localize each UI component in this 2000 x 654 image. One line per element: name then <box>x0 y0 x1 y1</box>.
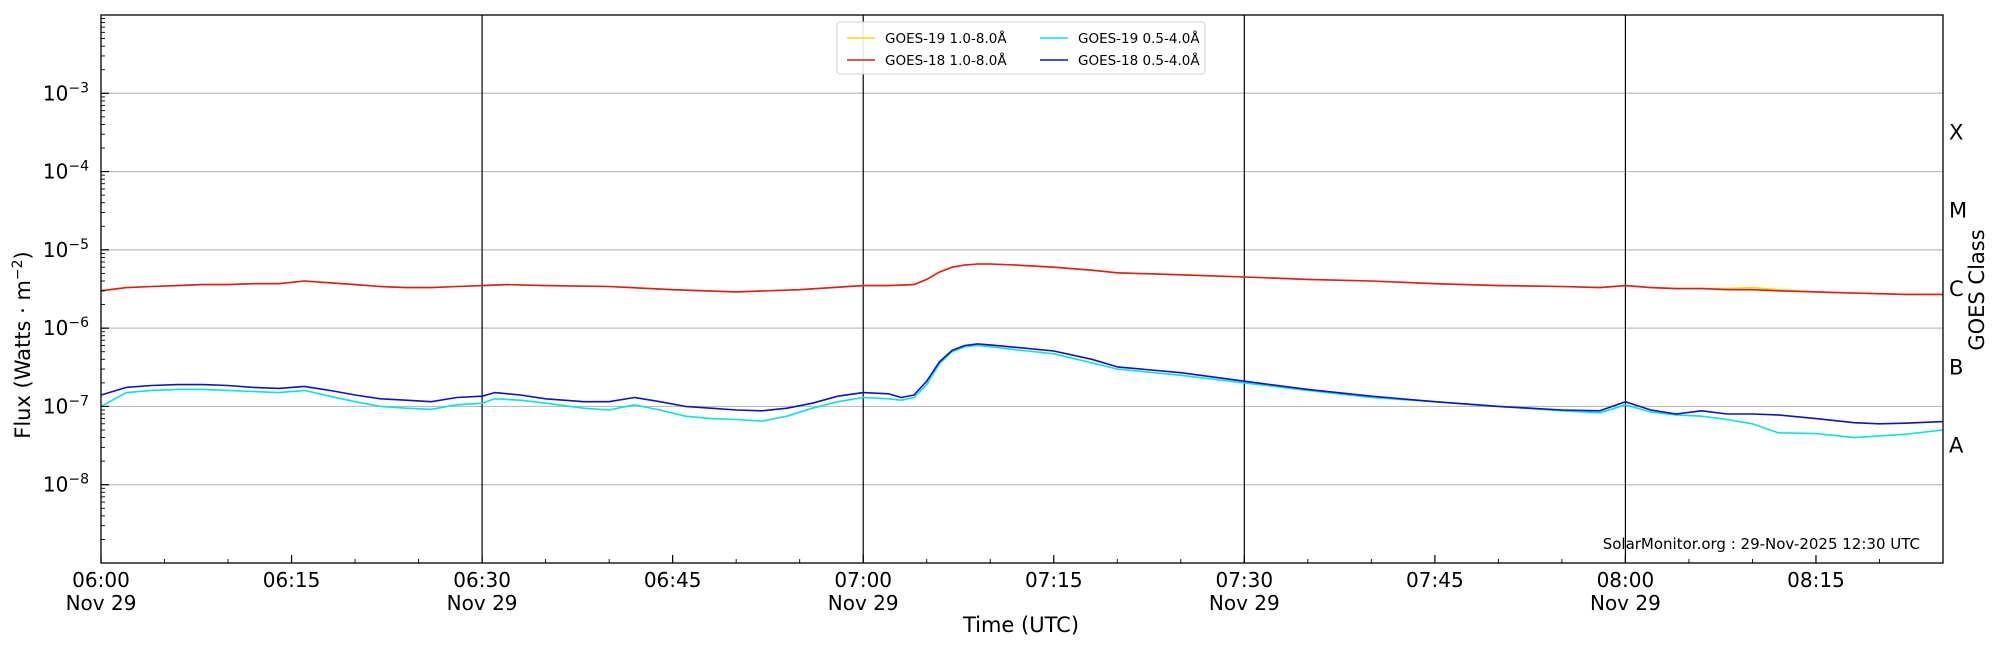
x-tick-label: 06:00 <box>72 568 130 592</box>
x-tick-label: 07:45 <box>1406 568 1464 592</box>
vertical-lines-layer <box>481 15 1627 563</box>
x-tick-label: 07:30 <box>1215 568 1273 592</box>
series-line-1 <box>100 263 1943 296</box>
x-tick-label: 08:15 <box>1787 568 1845 592</box>
x-tick-date-label: Nov 29 <box>447 591 518 615</box>
x-tick-date-label: Nov 29 <box>1590 591 1661 615</box>
y-tick-label: 10−5 <box>43 237 89 262</box>
y-tick-label: 10−8 <box>43 472 89 497</box>
grid-layer <box>101 92 1943 486</box>
goes-class-label: A <box>1949 434 1964 458</box>
legend-entry-label: GOES-19 1.0-8.0Å <box>885 30 1007 47</box>
y-tick-label: 10−3 <box>43 80 89 105</box>
legend-entry-label: GOES-19 0.5-4.0Å <box>1078 30 1200 47</box>
footer-credit: SolarMonitor.org : 29-Nov-2025 12:30 UTC <box>1603 535 1920 553</box>
goes-class-axis-title: GOES Class <box>1965 229 1989 350</box>
x-tick-label: 06:15 <box>263 568 321 592</box>
x-tick-label: 06:45 <box>644 568 702 592</box>
y-tick-label: 10−6 <box>43 315 89 340</box>
legend-entry-label: GOES-18 0.5-4.0Å <box>1078 52 1200 69</box>
series-layer <box>100 263 1944 439</box>
series-line-2 <box>100 263 1943 296</box>
goes-class-label: B <box>1949 355 1963 379</box>
x-axis-title: Time (UTC) <box>962 613 1079 637</box>
legend-box <box>836 21 1206 75</box>
x-tick-label: 06:30 <box>453 568 511 592</box>
series-line-4 <box>100 343 1944 425</box>
series-line-3 <box>100 344 1944 439</box>
y-axis-title: Flux (Watts · m−2) <box>10 251 35 439</box>
x-tick-label: 07:00 <box>834 568 892 592</box>
x-tick-date-label: Nov 29 <box>828 591 899 615</box>
plot-frame <box>100 14 1944 564</box>
x-tick-label: 08:00 <box>1597 568 1655 592</box>
y-tick-label: 10−7 <box>43 393 89 418</box>
legend: GOES-19 1.0-8.0Å GOES-18 1.0-8.0Å GOES-19 … <box>836 21 1206 75</box>
goes-class-label: X <box>1949 120 1963 144</box>
x-tick-label: 07:15 <box>1025 568 1083 592</box>
legend-entry-label: GOES-18 1.0-8.0Å <box>885 52 1007 69</box>
goes-class-label: M <box>1949 199 1967 223</box>
y-tick-label: 10−4 <box>43 159 89 184</box>
x-tick-date-label: Nov 29 <box>66 591 137 615</box>
x-tick-date-label: Nov 29 <box>1209 591 1280 615</box>
goes-class-label: C <box>1949 277 1964 301</box>
